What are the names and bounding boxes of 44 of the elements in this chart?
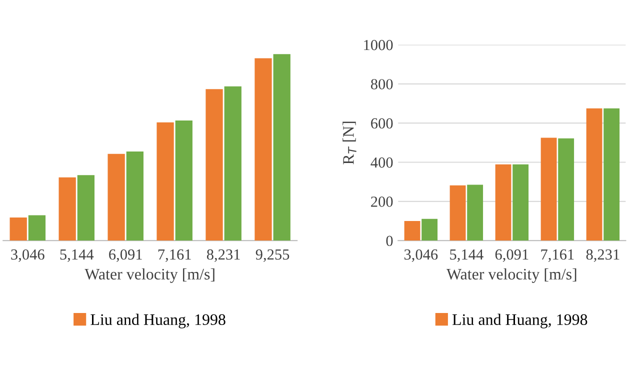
bar: [58, 177, 76, 241]
bar: [467, 184, 484, 241]
y-tick-label: 600: [371, 118, 393, 129]
legend-label: Liu and Huang, 1998: [452, 314, 588, 328]
x-tick-label: 6,091: [109, 249, 142, 262]
y-axis-title: R$_{T}$ [N]: [342, 122, 356, 164]
y-tick-label: 0: [386, 236, 393, 246]
bar: [126, 151, 144, 241]
bar: [450, 185, 466, 241]
bar: [404, 221, 420, 241]
bar: [28, 215, 46, 241]
bar: [273, 54, 290, 241]
bar: [254, 58, 272, 241]
bar: [422, 218, 438, 241]
legend-label: Liu and Huang, 1998: [90, 314, 226, 328]
bar: [10, 217, 27, 241]
bar: [495, 164, 512, 241]
x-axis-title: Water velocity [m/s]: [84, 268, 214, 283]
x-tick-label: 6,091: [495, 249, 528, 262]
bar: [512, 164, 529, 241]
x-tick-label: 5,144: [60, 249, 94, 262]
x-tick-label: 8,231: [586, 249, 620, 262]
x-tick-label: 3,046: [404, 249, 438, 262]
y-tick-label: 400: [370, 157, 393, 168]
bar: [175, 120, 192, 241]
x-tick-label: 9,255: [256, 249, 290, 262]
x-tick-label: 7,161: [158, 249, 191, 262]
bar: [77, 175, 95, 241]
bar: [586, 108, 602, 241]
x-tick-label: 7,161: [541, 249, 574, 262]
y-tick-label: 800: [370, 79, 393, 90]
bar: [156, 122, 174, 241]
y-tick-label: 200: [371, 196, 393, 207]
bar: [206, 89, 223, 241]
x-axis-title: Water velocity [m/s]: [446, 268, 576, 283]
bar: [558, 138, 574, 241]
bar: [224, 86, 242, 241]
x-tick-label: 3,046: [11, 249, 44, 262]
bar: [604, 108, 620, 241]
bar: [108, 154, 125, 241]
x-tick-label: 8,231: [206, 249, 240, 262]
bar: [540, 138, 557, 241]
y-tick-label: 1000: [364, 40, 393, 50]
x-tick-label: 5,144: [450, 249, 484, 262]
